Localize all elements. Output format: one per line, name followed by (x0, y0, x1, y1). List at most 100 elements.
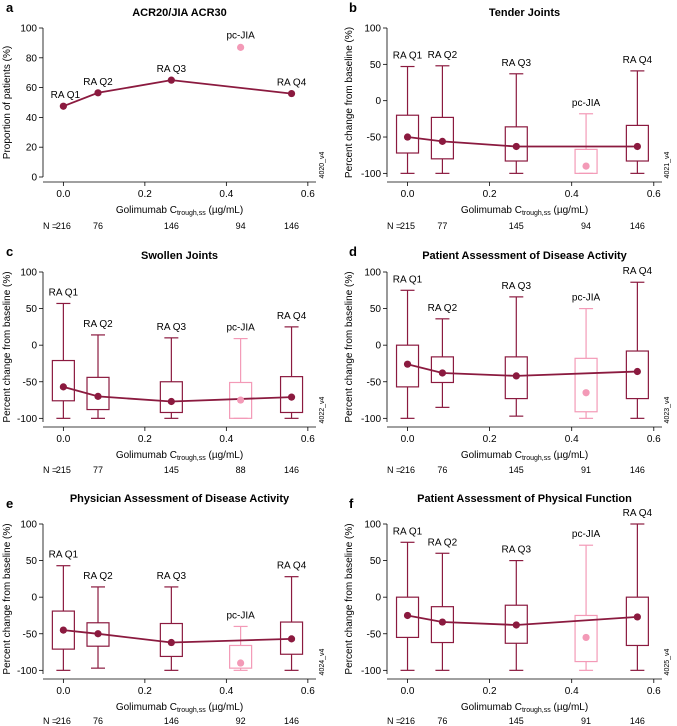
y-tick-label: 100 (20, 268, 37, 279)
y-tick-label: 60 (26, 83, 38, 94)
iqr-box (229, 381, 253, 419)
box-ra-q2 (86, 334, 110, 419)
n-label: N = (387, 716, 401, 726)
n-value: 215 (56, 465, 71, 475)
x-axis-label: Golimumab Ctrough,ss (µg/mL) (461, 450, 588, 462)
n-value: 94 (236, 221, 246, 231)
iqr-box (279, 376, 304, 414)
iqr-box (625, 350, 649, 400)
box-ra-q3 (159, 337, 183, 419)
group-label: RA Q2 (83, 571, 113, 582)
panel-letter: a (6, 0, 14, 15)
y-tick-label: 0 (31, 593, 37, 604)
box-ra-q3 (504, 73, 528, 174)
x-axis-label-unit: (µg/mL) (206, 702, 243, 713)
n-label: N = (387, 465, 401, 475)
group-label: RA Q4 (623, 55, 653, 66)
y-tick-label: -50 (367, 133, 382, 144)
n-value: 145 (509, 221, 524, 231)
group-label-pcjia: pc-JIA (226, 610, 255, 621)
y-tick-label: 0 (31, 341, 37, 352)
box-pc-jia (574, 544, 598, 671)
y-tick-label: 0 (31, 173, 37, 184)
y-tick-label: 0 (375, 593, 381, 604)
group-label: RA Q3 (502, 545, 532, 556)
box-ra-q1 (51, 565, 75, 671)
n-value: 146 (284, 716, 299, 726)
y-tick-label: 40 (26, 113, 38, 124)
x-tick-label: 0.6 (301, 189, 315, 200)
panel-b: b Tender Joints -100 -50 0 50 100 0.0 0.2 0.4 0.6 P… (344, 0, 671, 231)
y-tick-label: 100 (364, 24, 381, 35)
y-tick-label: 80 (26, 53, 38, 64)
box-ra-q3 (159, 586, 183, 671)
y-tick-label: 100 (20, 520, 37, 531)
ra-point (438, 369, 447, 377)
group-label-pcjia: pc-JIA (226, 323, 255, 334)
y-tick-label: 100 (364, 520, 381, 531)
group-label: RA Q3 (157, 64, 187, 75)
figure-code: 4024_v4 (319, 648, 326, 675)
panel-d: d Patient Assessment of Disease Activity -… (344, 244, 671, 475)
x-tick-label: 0.4 (565, 189, 579, 200)
n-value: 146 (164, 221, 179, 231)
pcjia-point (237, 659, 245, 667)
group-label-pcjia: pc-JIA (572, 293, 601, 304)
box-ra-q2 (430, 318, 455, 408)
iqr-box (625, 124, 649, 162)
ra-point (403, 133, 412, 141)
panel-title: Tender Joints (489, 7, 560, 19)
group-label: RA Q3 (157, 571, 187, 582)
pcjia-point (237, 43, 245, 51)
x-axis-label-unit: (µg/mL) (551, 702, 588, 713)
box-ra-q1 (395, 289, 420, 419)
ra-point (438, 618, 447, 626)
group-label: RA Q1 (393, 526, 423, 537)
x-axis-label-main: Golimumab C (461, 702, 522, 713)
n-value: 146 (284, 465, 299, 475)
n-value: 77 (93, 465, 103, 475)
n-value: 146 (630, 465, 645, 475)
x-axis-label-unit: (µg/mL) (551, 205, 588, 216)
iqr-box (395, 114, 420, 154)
n-value: 145 (509, 716, 524, 726)
y-tick-label: 100 (364, 268, 381, 279)
n-value: 216 (400, 465, 415, 475)
figure-code: 4020_v4 (319, 151, 326, 178)
box-pc-jia (574, 113, 598, 174)
x-axis-label-main: Golimumab C (116, 702, 177, 713)
y-axis-label: Percent change from baseline (%) (344, 523, 355, 674)
pcjia-point (582, 633, 590, 642)
panel-e: e Physician Assessment of Disease Activit… (2, 493, 326, 726)
panel-title: ACR20/JIA ACR30 (132, 7, 227, 19)
x-tick-label: 0.2 (138, 189, 152, 200)
iqr-box (430, 116, 455, 160)
iqr-box (229, 644, 253, 669)
n-value: 76 (93, 716, 103, 726)
x-tick-label: 0.2 (483, 686, 497, 697)
ra-point (403, 611, 412, 620)
n-label: N = (43, 221, 57, 231)
group-label: RA Q4 (277, 78, 307, 89)
iqr-box (574, 357, 598, 413)
group-label-pcjia: pc-JIA (572, 529, 601, 540)
ra-point (167, 397, 175, 406)
box-pc-jia (229, 625, 253, 671)
iqr-box (430, 606, 455, 644)
ra-point (403, 360, 412, 368)
n-value: 146 (164, 716, 179, 726)
box-ra-q3 (504, 296, 528, 417)
n-value: 215 (400, 221, 415, 231)
y-tick-label: -50 (23, 377, 38, 388)
pcjia-point (582, 389, 590, 397)
figure-code: 4025_v4 (664, 648, 671, 675)
panel-title: Patient Assessment of Disease Activity (422, 250, 627, 262)
box-ra-q1 (395, 65, 420, 174)
ra-point (512, 372, 520, 380)
n-value: 145 (164, 465, 179, 475)
x-axis-label: Golimumab Ctrough,ss (µg/mL) (116, 450, 243, 462)
x-axis-label-subscript: trough,ss (522, 210, 551, 217)
x-tick-label: 0.2 (138, 434, 152, 445)
ra-point (94, 89, 102, 97)
x-tick-label: 0.2 (138, 686, 152, 697)
